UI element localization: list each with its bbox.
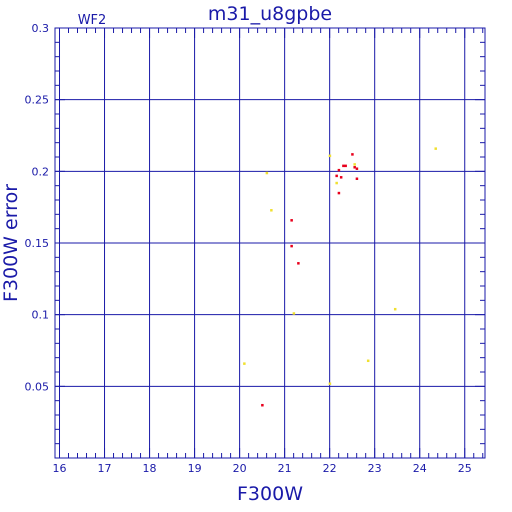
- data-point-red: [355, 177, 359, 180]
- data-point-red: [353, 166, 356, 169]
- data-point-yellow: [328, 154, 332, 158]
- data-point-red: [297, 262, 300, 265]
- data-point-red: [337, 168, 341, 172]
- minor-ticks: [55, 28, 485, 458]
- data-point-red: [344, 164, 347, 168]
- data-point-yellow: [243, 362, 246, 365]
- x-tick-label: 24: [413, 462, 427, 475]
- data-point-red: [290, 244, 293, 248]
- data-points: [243, 147, 437, 407]
- data-point-yellow: [335, 181, 338, 185]
- x-tick-label: 20: [233, 462, 247, 475]
- data-point-yellow: [393, 307, 397, 311]
- data-point-red: [290, 219, 293, 222]
- data-point-red: [355, 167, 359, 170]
- y-tick-label: 0.05: [25, 380, 50, 393]
- y-tick-label: 0.1: [32, 309, 50, 322]
- data-point-yellow: [328, 382, 332, 385]
- grid-lines: [55, 28, 485, 458]
- y-tick-labels: 0.05 0.1 0.15 0.2 0.25 0.3: [25, 22, 50, 393]
- y-tick-label: 0.2: [32, 165, 50, 178]
- y-tick-label: 0.3: [32, 22, 50, 35]
- x-tick-label: 17: [98, 462, 112, 475]
- y-axis-label: F300W error: [0, 184, 22, 302]
- x-tick-label: 25: [458, 462, 472, 475]
- data-point-yellow: [353, 163, 356, 166]
- plot-frame: [54, 27, 486, 459]
- data-point-red: [339, 176, 343, 179]
- data-point-red: [337, 191, 341, 195]
- x-tick-label: 16: [53, 462, 67, 475]
- y-tick-label: 0.15: [25, 237, 50, 250]
- data-point-yellow: [270, 209, 273, 212]
- x-tick-label: 19: [188, 462, 202, 475]
- data-point-red: [261, 403, 264, 407]
- data-point-red: [335, 174, 338, 178]
- data-point-yellow: [292, 312, 296, 315]
- x-tick-label: 23: [368, 462, 382, 475]
- data-point-red: [342, 164, 345, 168]
- x-tick-label: 18: [143, 462, 157, 475]
- data-point-yellow: [265, 171, 269, 175]
- y-tick-label: 0.25: [25, 94, 50, 107]
- x-axis-label: F300W: [237, 483, 303, 505]
- chip-label: WF2: [78, 13, 107, 28]
- x-tick-label: 21: [278, 462, 292, 475]
- chart-title: m31_u8gpbe: [208, 3, 332, 25]
- data-point-yellow: [366, 359, 370, 363]
- x-tick-labels: 16 17 18 19 20 21 22 23 24 25: [53, 462, 472, 475]
- x-tick-label: 22: [323, 462, 337, 475]
- data-point-red: [351, 153, 354, 156]
- data-point-yellow: [434, 147, 437, 150]
